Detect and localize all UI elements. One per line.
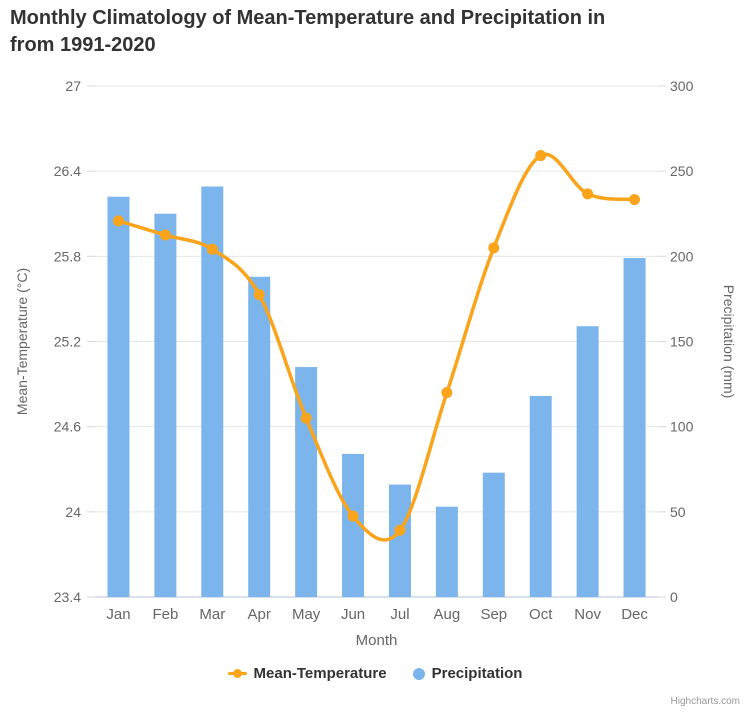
bar-may[interactable]: [295, 367, 318, 597]
temperature-marker-apr[interactable]: [253, 289, 265, 301]
temperature-spline: [116, 152, 637, 542]
temperature-dot-icon: [232, 669, 242, 678]
y-right-axis-tick-label: 100: [670, 419, 694, 435]
y-left-axis-tick-label: 24: [65, 504, 81, 520]
temperature-marker-sep[interactable]: [488, 242, 500, 254]
temperature-marker-jul[interactable]: [394, 524, 406, 536]
precipitation-circle-icon: [412, 667, 425, 680]
y-right-axis-tick-label: 250: [670, 163, 694, 179]
temperature-marker-jun[interactable]: [347, 510, 359, 522]
y-left-axis-tick-label: 23.4: [54, 589, 81, 605]
bar-jul[interactable]: [388, 484, 411, 597]
temperature-marker-mar[interactable]: [206, 243, 218, 255]
x-axis-tick-label: Mar: [199, 606, 225, 623]
temperature-marker-nov[interactable]: [582, 188, 594, 200]
x-axis-tick-label: Apr: [248, 606, 271, 623]
legend-label-precipitation: Precipitation: [431, 665, 523, 682]
chart-title-line1: Monthly Climatology of Mean-Temperature …: [10, 7, 606, 29]
y-right-axis-tick-label: 300: [670, 78, 694, 94]
legend: Mean-Temperature Precipitation: [0, 665, 750, 682]
y-right-axis-tick-label: 0: [670, 589, 678, 605]
y-left-axis-tick-label: 26.4: [54, 163, 81, 179]
bar-mar[interactable]: [201, 186, 224, 597]
bar-nov[interactable]: [576, 326, 599, 597]
y-left-axis-tick-label: 27: [65, 78, 81, 94]
bar-sep[interactable]: [482, 472, 505, 597]
x-axis-tick-label: May: [292, 606, 321, 623]
chart-title: Monthly Climatology of Mean-Temperature …: [10, 5, 750, 59]
x-axis-tick-label: Jan: [106, 606, 130, 623]
y-left-axis-title: Mean-Temperature (°C): [14, 268, 30, 415]
bar-jan[interactable]: [107, 196, 130, 597]
x-axis-tick-label: Dec: [621, 606, 648, 623]
y-right-axis-tick-label: 50: [670, 504, 686, 520]
highcharts-credits[interactable]: Highcharts.com: [670, 696, 740, 707]
y-left-axis-tick-label: 24.6: [54, 419, 81, 435]
chart-title-line2: from 1991-2020: [10, 34, 156, 56]
bar-apr[interactable]: [248, 276, 271, 597]
x-axis-tick-label: Sep: [480, 606, 507, 623]
temperature-marker-dec[interactable]: [629, 194, 641, 206]
x-axis-tick-label: Aug: [434, 606, 461, 623]
temperature-marker-oct[interactable]: [535, 150, 547, 162]
x-axis-tick-label: Nov: [574, 606, 601, 623]
y-right-axis-tick-label: 200: [670, 248, 694, 264]
x-axis-tick-label: Feb: [152, 606, 178, 623]
y-left-axis-tick-label: 25.2: [54, 334, 81, 350]
y-left-axis-tick-label: 25.8: [54, 248, 81, 264]
temperature-line-dot-icon: [227, 669, 247, 678]
chart-plot-area: 23.4 0 24 50 24.6 100 25.2 150 25.8 200 26.4 250 27 3…: [14, 78, 737, 649]
legend-item-precipitation[interactable]: Precipitation: [412, 665, 523, 682]
y-right-axis-tick-label: 150: [670, 334, 694, 350]
temperature-marker-jan[interactable]: [112, 215, 124, 227]
x-axis-tick-label: Jul: [390, 606, 409, 623]
x-axis-tick-label: Oct: [529, 606, 553, 623]
bar-dec[interactable]: [623, 258, 646, 597]
bar-aug[interactable]: [435, 506, 458, 597]
x-axis-tick-label: Jun: [341, 606, 365, 623]
x-axis-title: Month: [356, 632, 398, 649]
y-right-axis-title: Precipitation (mm): [721, 285, 737, 399]
legend-label-temperature: Mean-Temperature: [253, 665, 387, 682]
legend-item-temperature[interactable]: Mean-Temperature: [227, 665, 387, 682]
bar-oct[interactable]: [529, 396, 552, 597]
temperature-marker-feb[interactable]: [159, 229, 171, 241]
temperature-marker-may[interactable]: [300, 412, 312, 424]
bar-feb[interactable]: [154, 213, 177, 597]
bar-jun[interactable]: [342, 453, 365, 597]
temperature-marker-aug[interactable]: [441, 387, 453, 399]
